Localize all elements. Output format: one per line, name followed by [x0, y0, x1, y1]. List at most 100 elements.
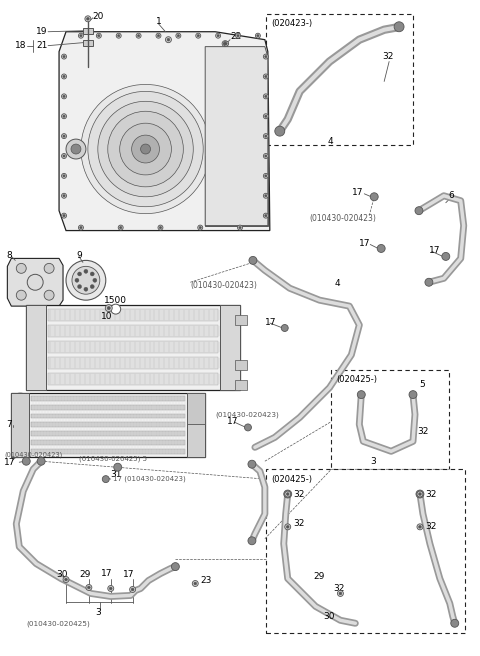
Circle shape — [75, 278, 79, 282]
Circle shape — [156, 33, 161, 38]
Circle shape — [224, 41, 228, 46]
Circle shape — [27, 274, 43, 290]
Circle shape — [409, 390, 417, 399]
Text: 9: 9 — [76, 251, 82, 260]
Circle shape — [80, 35, 82, 37]
Circle shape — [78, 285, 82, 289]
Circle shape — [84, 270, 88, 274]
Circle shape — [196, 33, 201, 38]
Circle shape — [281, 325, 288, 331]
Circle shape — [451, 619, 459, 627]
Circle shape — [63, 115, 65, 117]
Circle shape — [118, 35, 120, 37]
Text: 4: 4 — [335, 279, 340, 288]
Circle shape — [177, 35, 180, 37]
Bar — [83, 39, 93, 46]
Circle shape — [86, 584, 92, 590]
Circle shape — [61, 173, 67, 178]
Circle shape — [63, 215, 65, 216]
Bar — [12, 393, 205, 457]
Circle shape — [86, 18, 89, 20]
Text: 23: 23 — [200, 576, 212, 585]
Circle shape — [285, 524, 291, 530]
Circle shape — [63, 135, 65, 137]
Circle shape — [120, 226, 122, 229]
Circle shape — [22, 457, 30, 465]
Circle shape — [416, 490, 424, 498]
Circle shape — [167, 38, 170, 41]
Text: 32: 32 — [294, 489, 305, 499]
Circle shape — [171, 563, 180, 571]
Circle shape — [90, 285, 94, 289]
Bar — [48, 357, 218, 369]
Circle shape — [264, 74, 268, 79]
Circle shape — [65, 578, 67, 581]
Circle shape — [248, 537, 256, 544]
Bar — [26, 305, 240, 390]
Bar — [266, 14, 413, 145]
Circle shape — [264, 194, 268, 198]
Bar — [31, 422, 185, 428]
Circle shape — [238, 225, 242, 230]
Bar — [235, 315, 247, 325]
Text: 32: 32 — [294, 520, 305, 528]
Circle shape — [264, 154, 268, 159]
Circle shape — [81, 85, 210, 214]
Bar — [48, 373, 218, 384]
Bar — [187, 393, 205, 424]
Circle shape — [194, 582, 197, 585]
Circle shape — [192, 581, 198, 586]
Bar — [266, 469, 465, 633]
Bar — [220, 305, 240, 390]
Circle shape — [78, 225, 84, 230]
Text: 32: 32 — [334, 584, 345, 593]
Bar — [31, 413, 185, 419]
Circle shape — [98, 35, 100, 37]
Text: 32: 32 — [417, 427, 428, 436]
Text: 4: 4 — [327, 136, 333, 146]
Circle shape — [265, 75, 267, 77]
Circle shape — [255, 33, 260, 38]
Circle shape — [275, 126, 285, 136]
Text: (010430-020423): (010430-020423) — [215, 411, 279, 418]
Circle shape — [248, 461, 256, 468]
Circle shape — [63, 174, 65, 177]
Circle shape — [197, 35, 199, 37]
Circle shape — [63, 75, 65, 77]
Circle shape — [130, 586, 136, 592]
Circle shape — [80, 226, 82, 229]
Circle shape — [44, 263, 54, 274]
Circle shape — [419, 493, 421, 495]
Bar — [48, 309, 218, 321]
Circle shape — [85, 16, 91, 22]
Circle shape — [244, 424, 252, 431]
Circle shape — [417, 491, 423, 497]
Text: (010430-020423): (010430-020423) — [190, 281, 257, 290]
Circle shape — [415, 207, 423, 215]
Circle shape — [108, 112, 183, 187]
Circle shape — [265, 174, 267, 177]
Circle shape — [199, 226, 201, 229]
Bar — [48, 341, 218, 353]
Circle shape — [78, 272, 82, 276]
Text: 10: 10 — [101, 312, 112, 321]
Bar — [235, 359, 247, 370]
Circle shape — [265, 195, 267, 197]
Bar — [12, 393, 29, 457]
Circle shape — [37, 457, 45, 465]
Bar — [26, 305, 46, 390]
Circle shape — [265, 155, 267, 157]
Circle shape — [377, 245, 385, 253]
Circle shape — [417, 524, 423, 530]
Circle shape — [63, 155, 65, 157]
Circle shape — [257, 35, 259, 37]
Text: (020423-): (020423-) — [271, 19, 312, 28]
Circle shape — [239, 226, 241, 229]
Circle shape — [66, 260, 106, 300]
Circle shape — [90, 272, 94, 276]
Text: 29: 29 — [79, 570, 90, 579]
Circle shape — [217, 35, 219, 37]
Circle shape — [118, 225, 123, 230]
Circle shape — [265, 215, 267, 216]
Bar — [31, 440, 185, 445]
